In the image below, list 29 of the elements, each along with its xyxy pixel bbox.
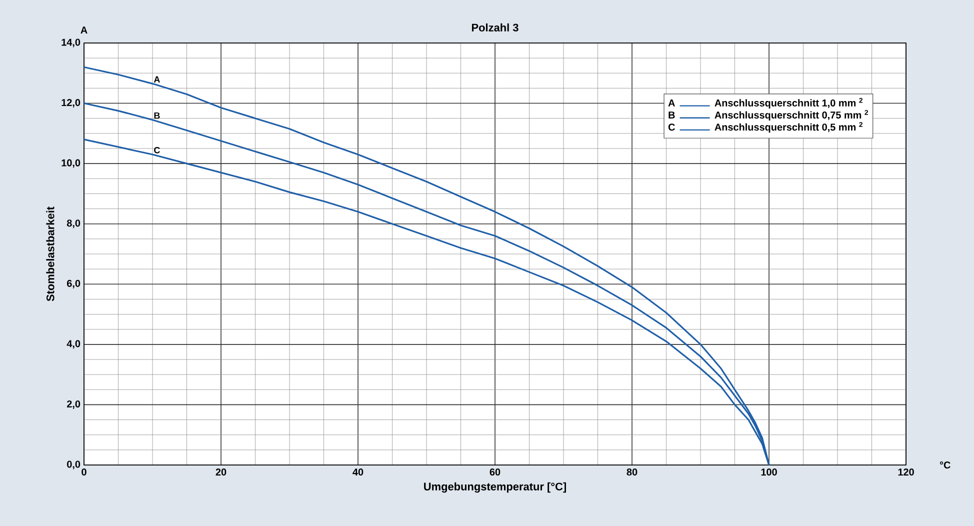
annotation: B: [154, 112, 160, 119]
x-tick-label: 0: [82, 468, 86, 476]
x-tick-label: 120: [898, 468, 914, 476]
y-tick-label: 0,0: [67, 460, 80, 470]
annotation: B: [668, 112, 675, 118]
legend-label: Anschlussquerschnitt 0,5 mm $^{2}$: [714, 122, 863, 133]
x-tick-label: 20: [216, 468, 226, 476]
legend-label: Anschlussquerschnitt 1,0 mm $^{2}$: [714, 98, 863, 108]
x-tick-label: 100: [761, 468, 777, 476]
legend-label: Anschlussquerschnitt 0,75 mm $^{2}$: [714, 110, 868, 121]
y-tick-label: 6,0: [67, 280, 80, 288]
y-tick-label: 2,0: [66, 400, 80, 409]
text: A: [80, 26, 88, 34]
annotation: C: [668, 124, 675, 131]
annotation: A: [668, 100, 675, 106]
x-tick-label: 60: [490, 468, 500, 476]
text: °C: [940, 461, 950, 469]
annotation: C: [154, 146, 160, 154]
y-tick-label: 8,0: [66, 220, 80, 228]
annotation: A: [154, 76, 160, 82]
y-tick-label: 10,0: [62, 159, 80, 168]
y-tick-label: 14,0: [62, 38, 80, 48]
y-tick-label: 4,0: [66, 340, 80, 349]
y-tick-label: 12,0: [62, 99, 80, 108]
x-tick-label: 80: [626, 468, 638, 476]
x-axis-title: Umgebungstemperatur [°C]: [424, 482, 566, 493]
chart-title: Polzahl 3: [472, 23, 518, 32]
x-tick-label: 40: [352, 468, 364, 476]
y-axis-title: Stombelastbarkeit: [46, 206, 54, 302]
